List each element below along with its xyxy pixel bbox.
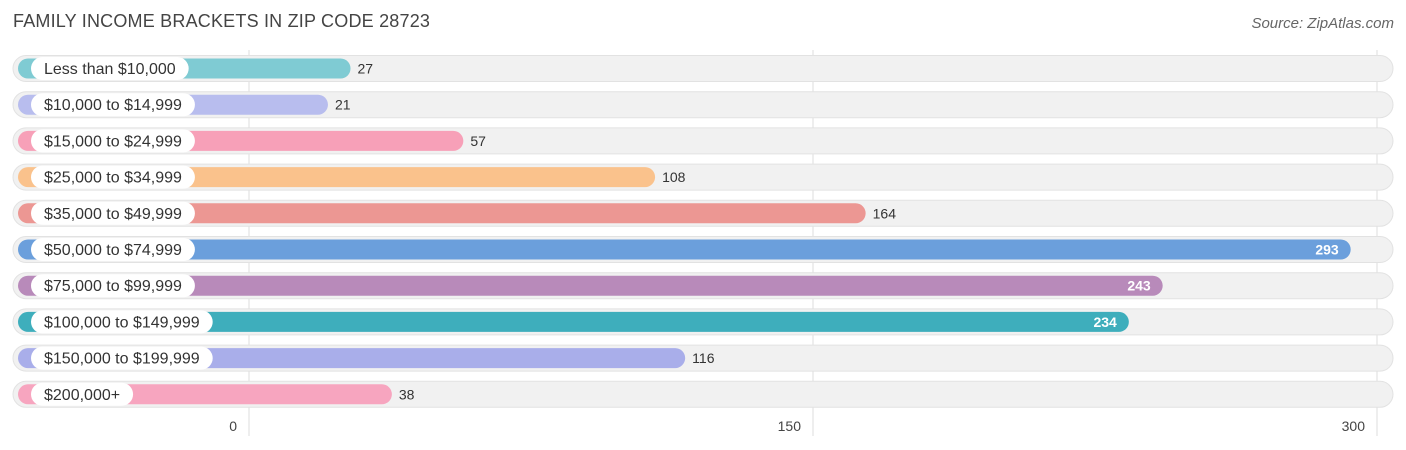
category-pill	[31, 201, 195, 225]
bar-row-1: $10,000 to $14,999 21	[12, 91, 1394, 119]
value-label: 164	[873, 205, 897, 221]
bar-row-4: $35,000 to $49,999 164	[12, 199, 1394, 227]
category-label: $10,000 to $14,999	[44, 97, 182, 114]
category-label: $200,000+	[44, 387, 120, 404]
value-label: 243	[1127, 278, 1151, 294]
bar	[18, 239, 1351, 260]
bar-row-6: $75,000 to $99,999 243	[12, 272, 1394, 300]
x-axis-ticks: 0 150 300	[229, 418, 1365, 434]
category-pill	[31, 274, 195, 298]
row-track	[12, 55, 1394, 82]
row-track	[12, 91, 1394, 119]
category-label: $100,000 to $149,999	[44, 314, 200, 331]
bar	[18, 311, 1129, 332]
category-pill	[31, 165, 195, 189]
bar-row-0: Less than $10,000 27	[12, 55, 1394, 82]
bar	[18, 275, 1163, 296]
category-label: $25,000 to $34,999	[44, 170, 182, 187]
bar-row-8: $150,000 to $199,999 116	[12, 344, 1394, 372]
value-label: 21	[335, 97, 351, 113]
bar-row-7: $100,000 to $149,999 234	[12, 308, 1394, 336]
bar-row-3: $25,000 to $34,999 108	[12, 163, 1394, 191]
bar-rows: Less than $10,000 27$10,000 to $14,999 21$…	[12, 55, 1394, 408]
category-pill	[31, 129, 195, 153]
chart-title: FAMILY INCOME BRACKETS IN ZIP CODE 28723	[13, 11, 431, 31]
category-pill	[31, 57, 189, 80]
category-label: $50,000 to $74,999	[44, 242, 182, 259]
category-pill	[31, 93, 195, 117]
source-label: Source: ZipAtlas.com	[1251, 15, 1394, 32]
category-label: Less than $10,000	[44, 61, 176, 78]
category-label: $150,000 to $199,999	[44, 351, 200, 368]
category-pill	[31, 382, 134, 406]
category-pill	[31, 238, 195, 261]
value-label: 57	[470, 133, 486, 149]
category-label: $15,000 to $24,999	[44, 133, 182, 150]
bar	[18, 203, 866, 224]
value-label: 116	[692, 350, 715, 366]
x-tick-label-1: 150	[778, 418, 802, 434]
x-tick-label-2: 300	[1342, 418, 1366, 434]
category-label: $35,000 to $49,999	[44, 206, 182, 223]
bar-row-9: $200,000+ 38	[12, 380, 1394, 408]
category-pill	[31, 310, 213, 334]
value-label: 38	[399, 386, 415, 402]
value-label: 293	[1315, 242, 1339, 258]
value-label: 27	[358, 61, 374, 77]
x-tick-label-0: 0	[229, 418, 237, 434]
value-label: 108	[662, 169, 686, 185]
bar-row-5: $50,000 to $74,999 293	[12, 236, 1394, 263]
bar-row-2: $15,000 to $24,999 57	[12, 127, 1394, 155]
category-pill	[31, 346, 213, 370]
value-label: 234	[1093, 314, 1117, 330]
category-label: $75,000 to $99,999	[44, 278, 182, 295]
